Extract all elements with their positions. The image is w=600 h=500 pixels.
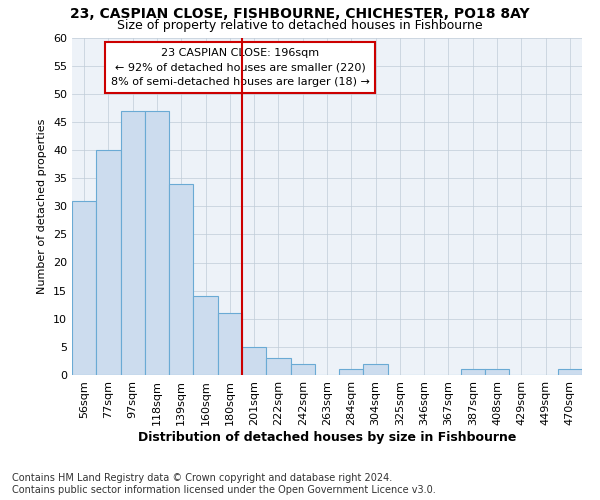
Bar bbox=[364, 364, 388, 375]
Bar bbox=[218, 313, 242, 375]
Text: 23, CASPIAN CLOSE, FISHBOURNE, CHICHESTER, PO18 8AY: 23, CASPIAN CLOSE, FISHBOURNE, CHICHESTE… bbox=[70, 8, 530, 22]
Bar bbox=[461, 370, 485, 375]
Bar bbox=[266, 358, 290, 375]
Y-axis label: Number of detached properties: Number of detached properties bbox=[37, 118, 47, 294]
Bar bbox=[121, 110, 145, 375]
Text: Size of property relative to detached houses in Fishbourne: Size of property relative to detached ho… bbox=[117, 18, 483, 32]
Bar bbox=[169, 184, 193, 375]
Bar bbox=[72, 200, 96, 375]
Bar bbox=[558, 370, 582, 375]
Text: Contains HM Land Registry data © Crown copyright and database right 2024.
Contai: Contains HM Land Registry data © Crown c… bbox=[12, 474, 436, 495]
Bar bbox=[485, 370, 509, 375]
Bar bbox=[290, 364, 315, 375]
Bar bbox=[96, 150, 121, 375]
X-axis label: Distribution of detached houses by size in Fishbourne: Distribution of detached houses by size … bbox=[138, 430, 516, 444]
Text: 23 CASPIAN CLOSE: 196sqm
← 92% of detached houses are smaller (220)
8% of semi-d: 23 CASPIAN CLOSE: 196sqm ← 92% of detach… bbox=[111, 48, 370, 87]
Bar bbox=[145, 110, 169, 375]
Bar bbox=[193, 296, 218, 375]
Bar bbox=[242, 347, 266, 375]
Bar bbox=[339, 370, 364, 375]
